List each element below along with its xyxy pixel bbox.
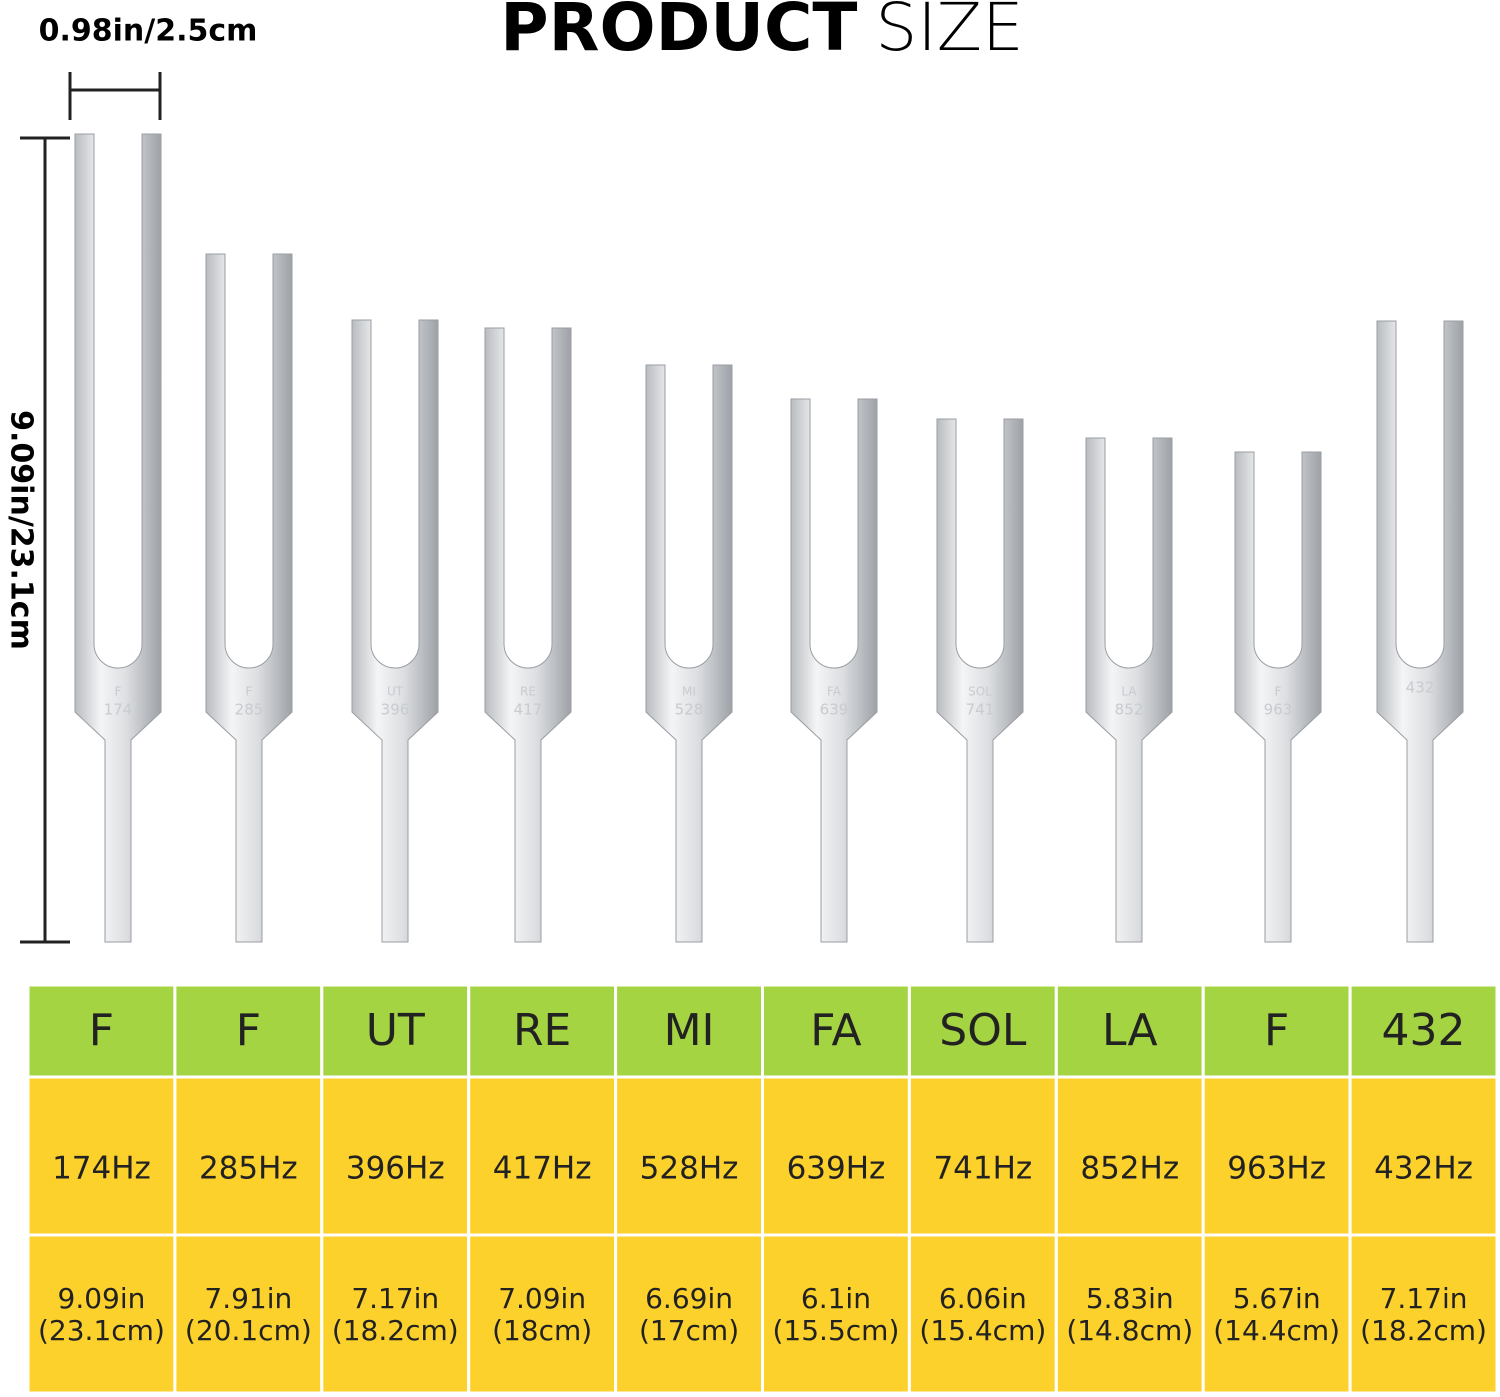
note-cell: 432 — [1382, 1005, 1466, 1056]
length-cm: (23.1cm) — [38, 1314, 165, 1347]
fork-frequency: 285 — [235, 701, 264, 719]
frequency-cell: 396Hz — [346, 1151, 445, 1187]
table-cell — [173, 983, 324, 1079]
frequency-cell: 963Hz — [1227, 1151, 1326, 1187]
length-cm: (18.2cm) — [332, 1314, 459, 1347]
frequency-cell: 432Hz — [1374, 1151, 1473, 1187]
fork-frequency: 396 — [381, 701, 410, 719]
fork-frequency: 741 — [966, 701, 995, 719]
table-cell — [614, 1075, 764, 1237]
fork-note: MI — [682, 685, 696, 699]
table-cell — [26, 1233, 177, 1395]
tuning-fork — [1234, 451, 1322, 943]
tuning-fork — [1376, 320, 1464, 943]
length-cm: (15.5cm) — [773, 1314, 900, 1347]
note-cell: F — [236, 1005, 261, 1056]
table-cell — [907, 1075, 1058, 1237]
table-cell — [320, 1075, 471, 1237]
forks: F 174 F 285 UT 396 RE 417 MI 528 FA 639 SOL 741 LA 852 F… — [74, 133, 1464, 943]
title: PRODUCT SIZE — [500, 0, 1023, 66]
table-cell — [614, 1233, 764, 1395]
title-bold: PRODUCT — [500, 0, 857, 66]
frequency-cell: 741Hz — [933, 1151, 1032, 1187]
table-cell — [1201, 1233, 1352, 1395]
length-in: 5.67in — [1233, 1282, 1321, 1315]
length-in: 7.17in — [351, 1282, 439, 1315]
table-cell — [1348, 1233, 1499, 1395]
fork-frequency: 432 — [1406, 679, 1435, 697]
table-cell — [761, 1233, 911, 1395]
frequency-cell: 174Hz — [52, 1151, 151, 1187]
frequency-cell: 285Hz — [199, 1151, 298, 1187]
fork-note: SOL — [968, 685, 992, 699]
width-label: 0.98in/2.5cm — [39, 14, 258, 49]
table-cell — [467, 1233, 618, 1395]
note-cell: MI — [664, 1005, 715, 1056]
tuning-fork — [936, 418, 1024, 943]
title-light: SIZE — [875, 0, 1023, 66]
frequency-cell: 528Hz — [640, 1151, 739, 1187]
length-in: 7.09in — [498, 1282, 586, 1315]
length-cm: (18.2cm) — [1360, 1314, 1487, 1347]
length-cm: (15.4cm) — [919, 1314, 1046, 1347]
frequency-cell: 852Hz — [1080, 1151, 1179, 1187]
length-in: 7.91in — [204, 1282, 292, 1315]
fork-frequency: 852 — [1115, 701, 1144, 719]
length-in: 6.69in — [645, 1282, 733, 1315]
fork-note: F — [1275, 685, 1282, 699]
length-cm: (14.8cm) — [1066, 1314, 1193, 1347]
table-cell — [761, 983, 911, 1079]
fork-frequency: 639 — [820, 701, 849, 719]
table-cell — [1348, 1075, 1499, 1237]
fork-note: F — [115, 685, 122, 699]
size-table: F 174Hz 9.09in(23.1cm) F 285Hz 7.91in(20.1cm)… — [26, 983, 1499, 1395]
length-in: 5.83in — [1086, 1282, 1174, 1315]
frequency-cell: 417Hz — [493, 1151, 592, 1187]
length-in: 9.09in — [58, 1282, 146, 1315]
fork-frequency: 528 — [675, 701, 704, 719]
fork-frequency: 963 — [1264, 701, 1293, 719]
length-cm: (20.1cm) — [185, 1314, 312, 1347]
fork-note: FA — [827, 685, 842, 699]
fork-note: RE — [520, 685, 536, 699]
note-cell: F — [89, 1005, 114, 1056]
note-cell: UT — [366, 1005, 425, 1056]
tuning-fork — [1085, 437, 1173, 943]
length-cm: (18cm) — [492, 1314, 592, 1347]
frequency-cell: 639Hz — [787, 1151, 886, 1187]
note-cell: FA — [810, 1005, 861, 1056]
tuning-fork — [351, 319, 439, 943]
tuning-fork — [790, 398, 878, 943]
table-cell — [1348, 983, 1499, 1079]
tuning-fork — [205, 253, 293, 943]
fork-note: UT — [387, 685, 404, 699]
height-bracket — [20, 136, 70, 944]
fork-note: LA — [1121, 685, 1137, 699]
note-cell: F — [1264, 1005, 1289, 1056]
height-label: 9.09in/23.1cm — [4, 410, 39, 650]
note-cell: LA — [1102, 1005, 1158, 1056]
tuning-fork — [484, 327, 572, 943]
length-in: 6.06in — [939, 1282, 1027, 1315]
tuning-fork — [74, 133, 162, 943]
length-in: 7.17in — [1380, 1282, 1468, 1315]
note-cell: SOL — [939, 1005, 1027, 1056]
length-in: 6.1in — [801, 1282, 871, 1315]
table-cell — [1201, 1075, 1352, 1237]
tuning-fork — [645, 364, 733, 943]
note-cell: RE — [513, 1005, 571, 1056]
table-cell — [907, 1233, 1058, 1395]
length-cm: (17cm) — [639, 1314, 739, 1347]
table-cell — [173, 1233, 324, 1395]
fork-frequency: 174 — [104, 701, 133, 719]
table-cell — [1201, 983, 1352, 1079]
fork-note: F — [246, 685, 253, 699]
table-cell — [907, 983, 1058, 1079]
length-cm: (14.4cm) — [1213, 1314, 1340, 1347]
table-cell — [761, 1075, 911, 1237]
fork-frequency: 417 — [514, 701, 543, 719]
width-bracket — [68, 72, 162, 120]
table-cell — [467, 983, 618, 1079]
